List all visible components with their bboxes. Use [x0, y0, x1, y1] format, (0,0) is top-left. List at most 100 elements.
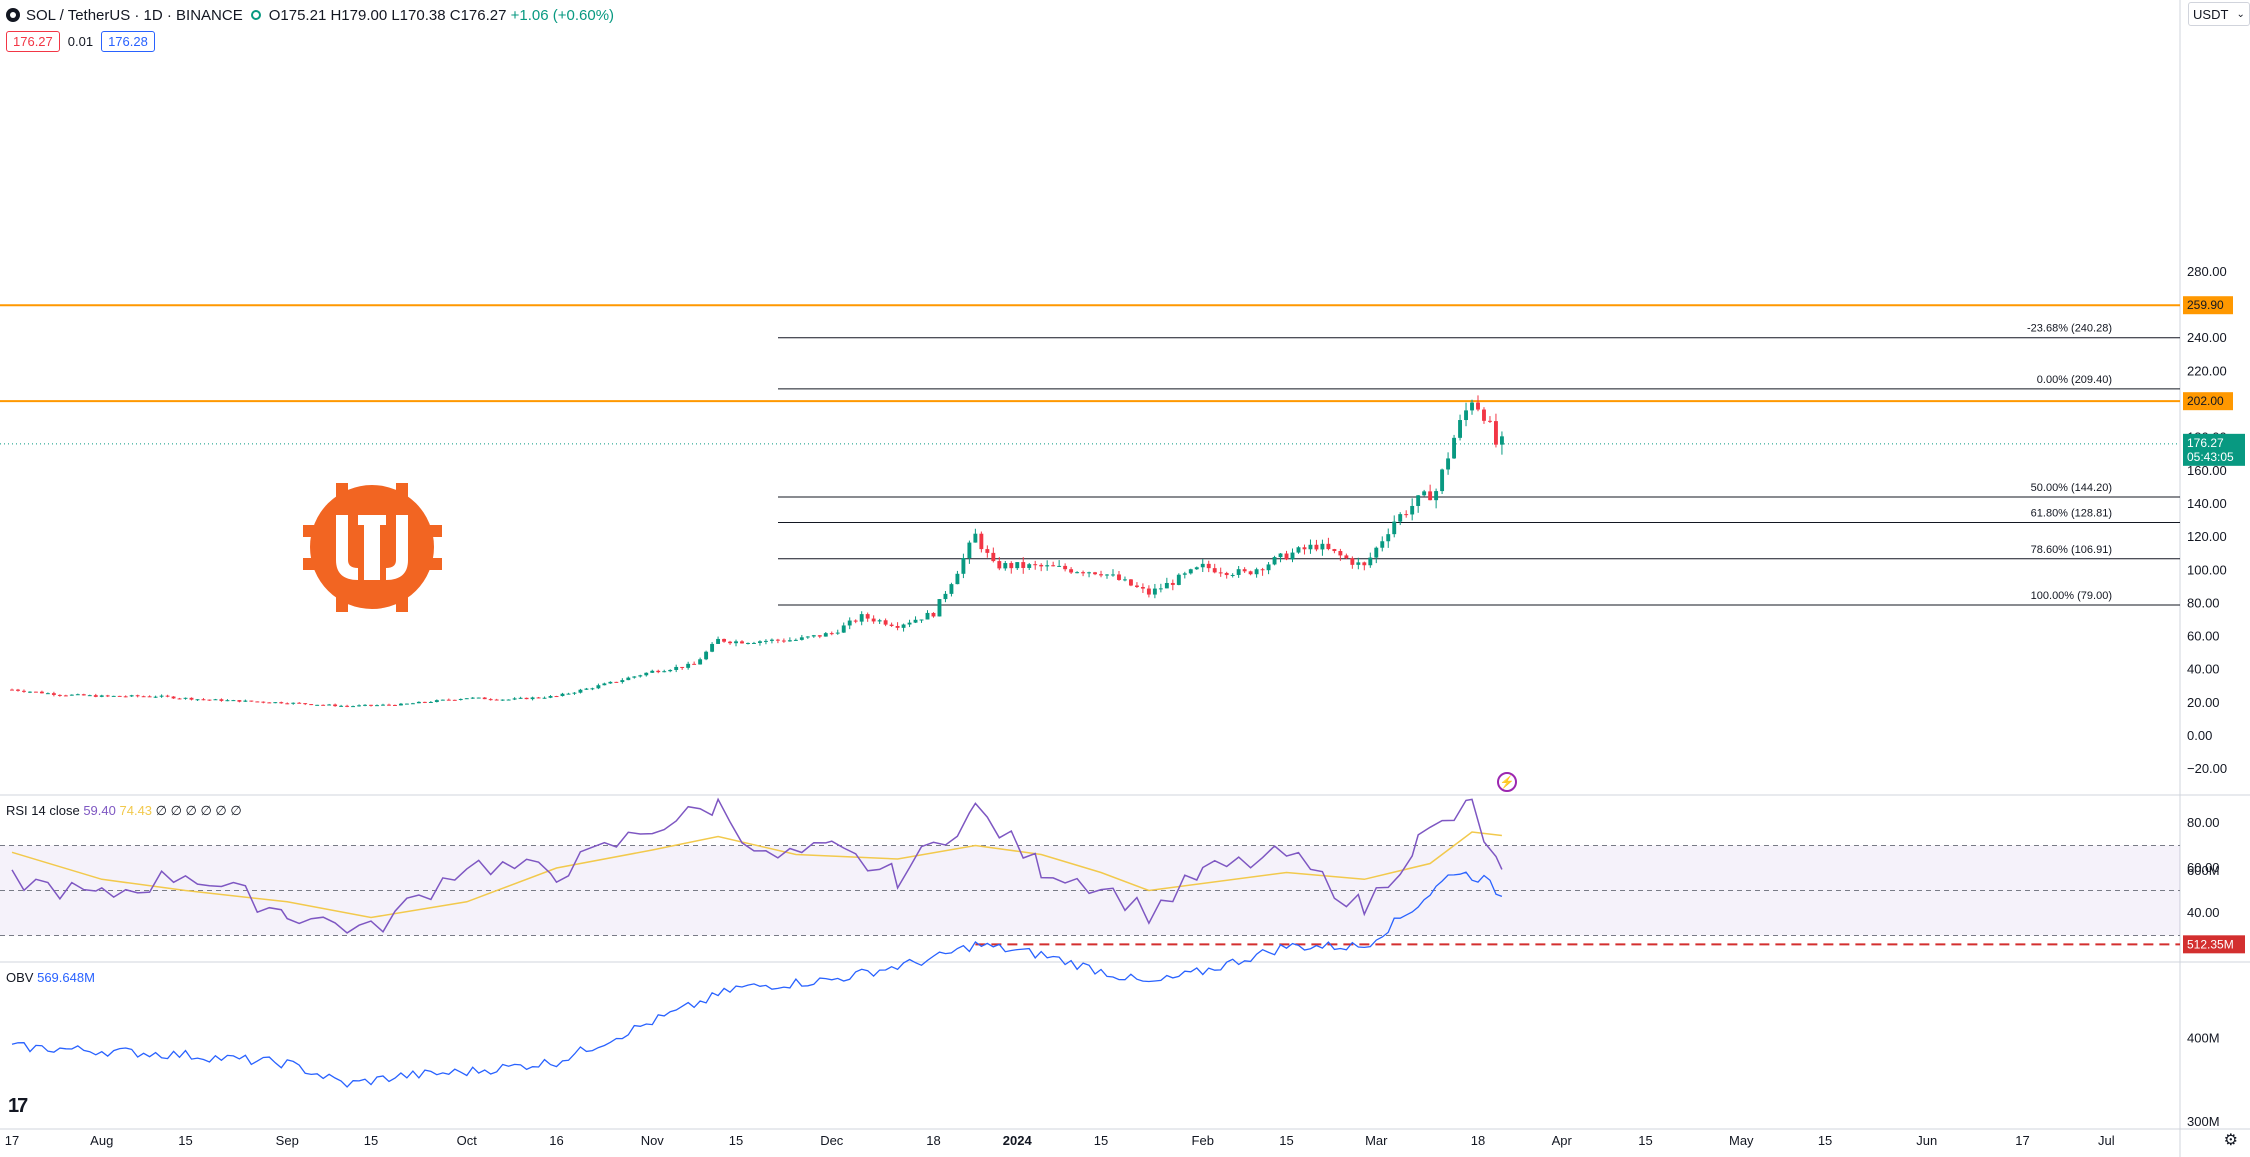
candle-body[interactable] [626, 677, 631, 681]
candle-body[interactable] [1284, 553, 1289, 560]
candle-body[interactable] [1039, 564, 1044, 567]
candle-body[interactable] [1254, 569, 1259, 575]
candle-body[interactable] [333, 704, 338, 707]
candle-body[interactable] [369, 704, 373, 706]
candle-body[interactable] [165, 695, 170, 697]
candle-body[interactable] [1428, 491, 1433, 501]
candle-body[interactable] [1105, 574, 1109, 576]
candle-body[interactable] [213, 699, 218, 701]
candle-body[interactable] [57, 694, 62, 696]
candle-body[interactable] [1332, 549, 1337, 552]
candle-body[interactable] [512, 698, 517, 700]
candle-body[interactable] [410, 703, 415, 705]
candle-body[interactable] [853, 620, 858, 622]
candle-body[interactable] [973, 533, 978, 543]
candle-body[interactable] [925, 612, 930, 620]
candle-body[interactable] [1272, 557, 1277, 565]
candle-body[interactable] [1446, 458, 1451, 470]
candle-body[interactable] [219, 699, 224, 701]
buy-price-button[interactable]: 176.28 [101, 31, 155, 52]
candle-body[interactable] [351, 706, 356, 708]
candle-body[interactable] [69, 694, 74, 696]
candle-body[interactable] [1440, 469, 1445, 492]
candle-body[interactable] [303, 703, 308, 705]
rsi-legend[interactable]: RSI 14 close 59.40 74.43 ∅ ∅ ∅ ∅ ∅ ∅ [6, 803, 242, 819]
candle-body[interactable] [291, 702, 296, 704]
candle-body[interactable] [901, 624, 906, 628]
candle-body[interactable] [656, 670, 661, 673]
candle-body[interactable] [1338, 551, 1343, 556]
candle-body[interactable] [381, 704, 385, 706]
candle-body[interactable] [841, 625, 846, 633]
candle-body[interactable] [1176, 574, 1181, 585]
candle-body[interactable] [87, 695, 92, 697]
gear-icon[interactable]: ⚙ [2223, 1132, 2238, 1149]
candle-body[interactable] [422, 701, 427, 703]
candle-body[interactable] [28, 691, 32, 693]
candle-body[interactable] [1248, 571, 1253, 575]
candle-body[interactable] [704, 651, 709, 660]
candle-body[interactable] [506, 699, 511, 701]
candle-body[interactable] [823, 633, 828, 637]
candle-body[interactable] [907, 622, 912, 625]
candle-body[interactable] [243, 700, 248, 702]
candle-body[interactable] [1093, 572, 1097, 575]
candle-body[interactable] [763, 640, 768, 642]
candle-body[interactable] [805, 636, 810, 638]
candle-body[interactable] [1392, 521, 1397, 535]
candle-body[interactable] [1170, 582, 1175, 585]
candle-body[interactable] [201, 699, 206, 701]
candle-body[interactable] [1158, 588, 1163, 590]
candle-body[interactable] [1206, 563, 1211, 569]
candle-body[interactable] [602, 683, 607, 686]
candle-body[interactable] [416, 701, 421, 704]
lightning-icon[interactable]: ⚡ [1497, 772, 1517, 792]
candle-body[interactable] [1344, 555, 1349, 559]
candle-body[interactable] [10, 689, 14, 691]
candle-body[interactable] [1051, 565, 1056, 567]
candle-body[interactable] [446, 699, 451, 701]
candle-body[interactable] [758, 641, 762, 643]
candle-body[interactable] [195, 699, 200, 701]
candle-body[interactable] [339, 705, 344, 707]
candle-body[interactable] [39, 691, 44, 694]
candle-body[interactable] [1434, 491, 1439, 501]
candle-body[interactable] [231, 700, 236, 702]
candle-body[interactable] [207, 699, 212, 701]
candle-body[interactable] [638, 675, 643, 677]
candle-body[interactable] [1464, 410, 1468, 421]
candle-body[interactable] [375, 705, 379, 707]
candle-body[interactable] [650, 670, 655, 673]
candle-body[interactable] [775, 639, 780, 641]
candle-body[interactable] [560, 693, 565, 697]
candle-body[interactable] [1350, 558, 1355, 565]
candle-body[interactable] [1212, 568, 1217, 573]
candle-body[interactable] [33, 691, 38, 693]
candle-body[interactable] [578, 689, 583, 693]
candle-body[interactable] [261, 701, 266, 703]
candle-body[interactable] [1021, 562, 1026, 568]
candle-body[interactable] [524, 697, 529, 700]
candle-body[interactable] [955, 573, 960, 585]
candle-body[interactable] [746, 642, 750, 644]
candle-body[interactable] [787, 640, 792, 642]
candle-body[interactable] [225, 700, 230, 702]
candle-body[interactable] [686, 663, 691, 668]
candle-body[interactable] [1476, 402, 1480, 410]
candle-body[interactable] [237, 700, 242, 702]
candle-body[interactable] [680, 666, 685, 668]
candle-body[interactable] [63, 695, 68, 697]
candle-body[interactable] [967, 542, 972, 559]
candle-body[interactable] [153, 696, 158, 698]
candle-body[interactable] [1320, 543, 1325, 550]
candle-body[interactable] [177, 698, 182, 700]
candle-body[interactable] [584, 688, 589, 690]
candle-body[interactable] [979, 533, 984, 550]
candle-body[interactable] [1302, 547, 1307, 550]
candle-body[interactable] [345, 705, 350, 707]
candle-body[interactable] [464, 698, 469, 700]
candle-body[interactable] [728, 641, 732, 644]
candle-body[interactable] [16, 689, 20, 691]
candle-body[interactable] [799, 637, 804, 640]
